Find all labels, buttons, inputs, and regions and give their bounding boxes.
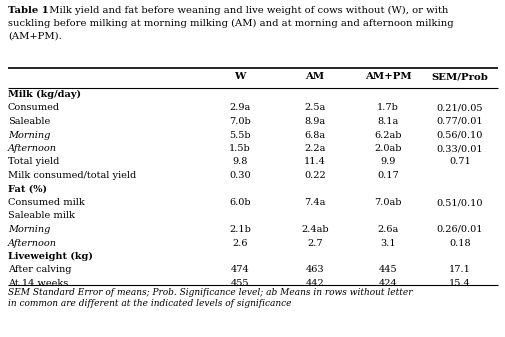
Text: AM+PM: AM+PM [364, 72, 411, 81]
Text: 1.5b: 1.5b [229, 144, 250, 153]
Text: 6.8a: 6.8a [304, 130, 325, 140]
Text: 0.21/0.05: 0.21/0.05 [436, 103, 482, 113]
Text: 6.2ab: 6.2ab [374, 130, 401, 140]
Text: SEM Standard Error of means; Prob. Significance level; ab Means in rows without : SEM Standard Error of means; Prob. Signi… [8, 288, 412, 297]
Text: . Milk yield and fat before weaning and live weight of cows without (W), or with: . Milk yield and fat before weaning and … [43, 6, 447, 15]
Text: 0.56/0.10: 0.56/0.10 [436, 130, 482, 140]
Text: 7.0b: 7.0b [229, 117, 250, 126]
Text: 8.9a: 8.9a [304, 117, 325, 126]
Text: Consumed: Consumed [8, 103, 60, 113]
Text: 474: 474 [230, 266, 249, 275]
Text: 7.0ab: 7.0ab [374, 198, 401, 207]
Text: 424: 424 [378, 279, 396, 288]
Text: 5.5b: 5.5b [229, 130, 250, 140]
Text: 0.26/0.01: 0.26/0.01 [436, 225, 482, 234]
Text: 2.6a: 2.6a [377, 225, 398, 234]
Text: 0.77/0.01: 0.77/0.01 [436, 117, 482, 126]
Text: Afternoon: Afternoon [8, 144, 57, 153]
Text: 6.0b: 6.0b [229, 198, 250, 207]
Text: Morning: Morning [8, 130, 50, 140]
Text: 2.6: 2.6 [232, 239, 247, 247]
Text: 0.17: 0.17 [376, 171, 398, 180]
Text: 0.18: 0.18 [448, 239, 470, 247]
Text: W: W [234, 72, 245, 81]
Text: Morning: Morning [8, 225, 50, 234]
Text: 0.51/0.10: 0.51/0.10 [436, 198, 482, 207]
Text: 0.33/0.01: 0.33/0.01 [436, 144, 482, 153]
Text: 2.4ab: 2.4ab [300, 225, 328, 234]
Text: After calving: After calving [8, 266, 71, 275]
Text: Total yield: Total yield [8, 157, 59, 166]
Text: SEM/Prob: SEM/Prob [431, 72, 487, 81]
Text: (AM+PM).: (AM+PM). [8, 32, 62, 41]
Text: Afternoon: Afternoon [8, 239, 57, 247]
Text: 442: 442 [305, 279, 324, 288]
Text: 2.1b: 2.1b [229, 225, 250, 234]
Text: Consumed milk: Consumed milk [8, 198, 84, 207]
Text: in common are different at the indicated levels of significance: in common are different at the indicated… [8, 299, 291, 308]
Text: 455: 455 [230, 279, 249, 288]
Text: 2.9a: 2.9a [229, 103, 250, 113]
Text: At 14 weeks: At 14 weeks [8, 279, 68, 288]
Text: Saleable: Saleable [8, 117, 50, 126]
Text: 0.30: 0.30 [229, 171, 250, 180]
Text: Milk consumed/total yield: Milk consumed/total yield [8, 171, 136, 180]
Text: 1.7b: 1.7b [376, 103, 398, 113]
Text: 463: 463 [305, 266, 324, 275]
Text: Saleable milk: Saleable milk [8, 212, 75, 220]
Text: 0.71: 0.71 [448, 157, 470, 166]
Text: 2.0ab: 2.0ab [374, 144, 401, 153]
Text: 2.5a: 2.5a [304, 103, 325, 113]
Text: 0.22: 0.22 [304, 171, 325, 180]
Text: 15.4: 15.4 [448, 279, 470, 288]
Text: suckling before milking at morning milking (AM) and at morning and afternoon mil: suckling before milking at morning milki… [8, 19, 452, 28]
Text: Liveweight (kg): Liveweight (kg) [8, 252, 93, 261]
Text: 2.2a: 2.2a [304, 144, 325, 153]
Text: AM: AM [305, 72, 324, 81]
Text: 17.1: 17.1 [448, 266, 470, 275]
Text: 11.4: 11.4 [304, 157, 325, 166]
Text: 7.4a: 7.4a [304, 198, 325, 207]
Text: Fat (%): Fat (%) [8, 184, 47, 193]
Text: 9.8: 9.8 [232, 157, 247, 166]
Text: 3.1: 3.1 [379, 239, 395, 247]
Text: 8.1a: 8.1a [377, 117, 398, 126]
Text: 445: 445 [378, 266, 396, 275]
Text: 9.9: 9.9 [380, 157, 395, 166]
Text: Table 1: Table 1 [8, 6, 48, 15]
Text: Milk (kg/day): Milk (kg/day) [8, 90, 81, 99]
Text: 2.7: 2.7 [307, 239, 322, 247]
